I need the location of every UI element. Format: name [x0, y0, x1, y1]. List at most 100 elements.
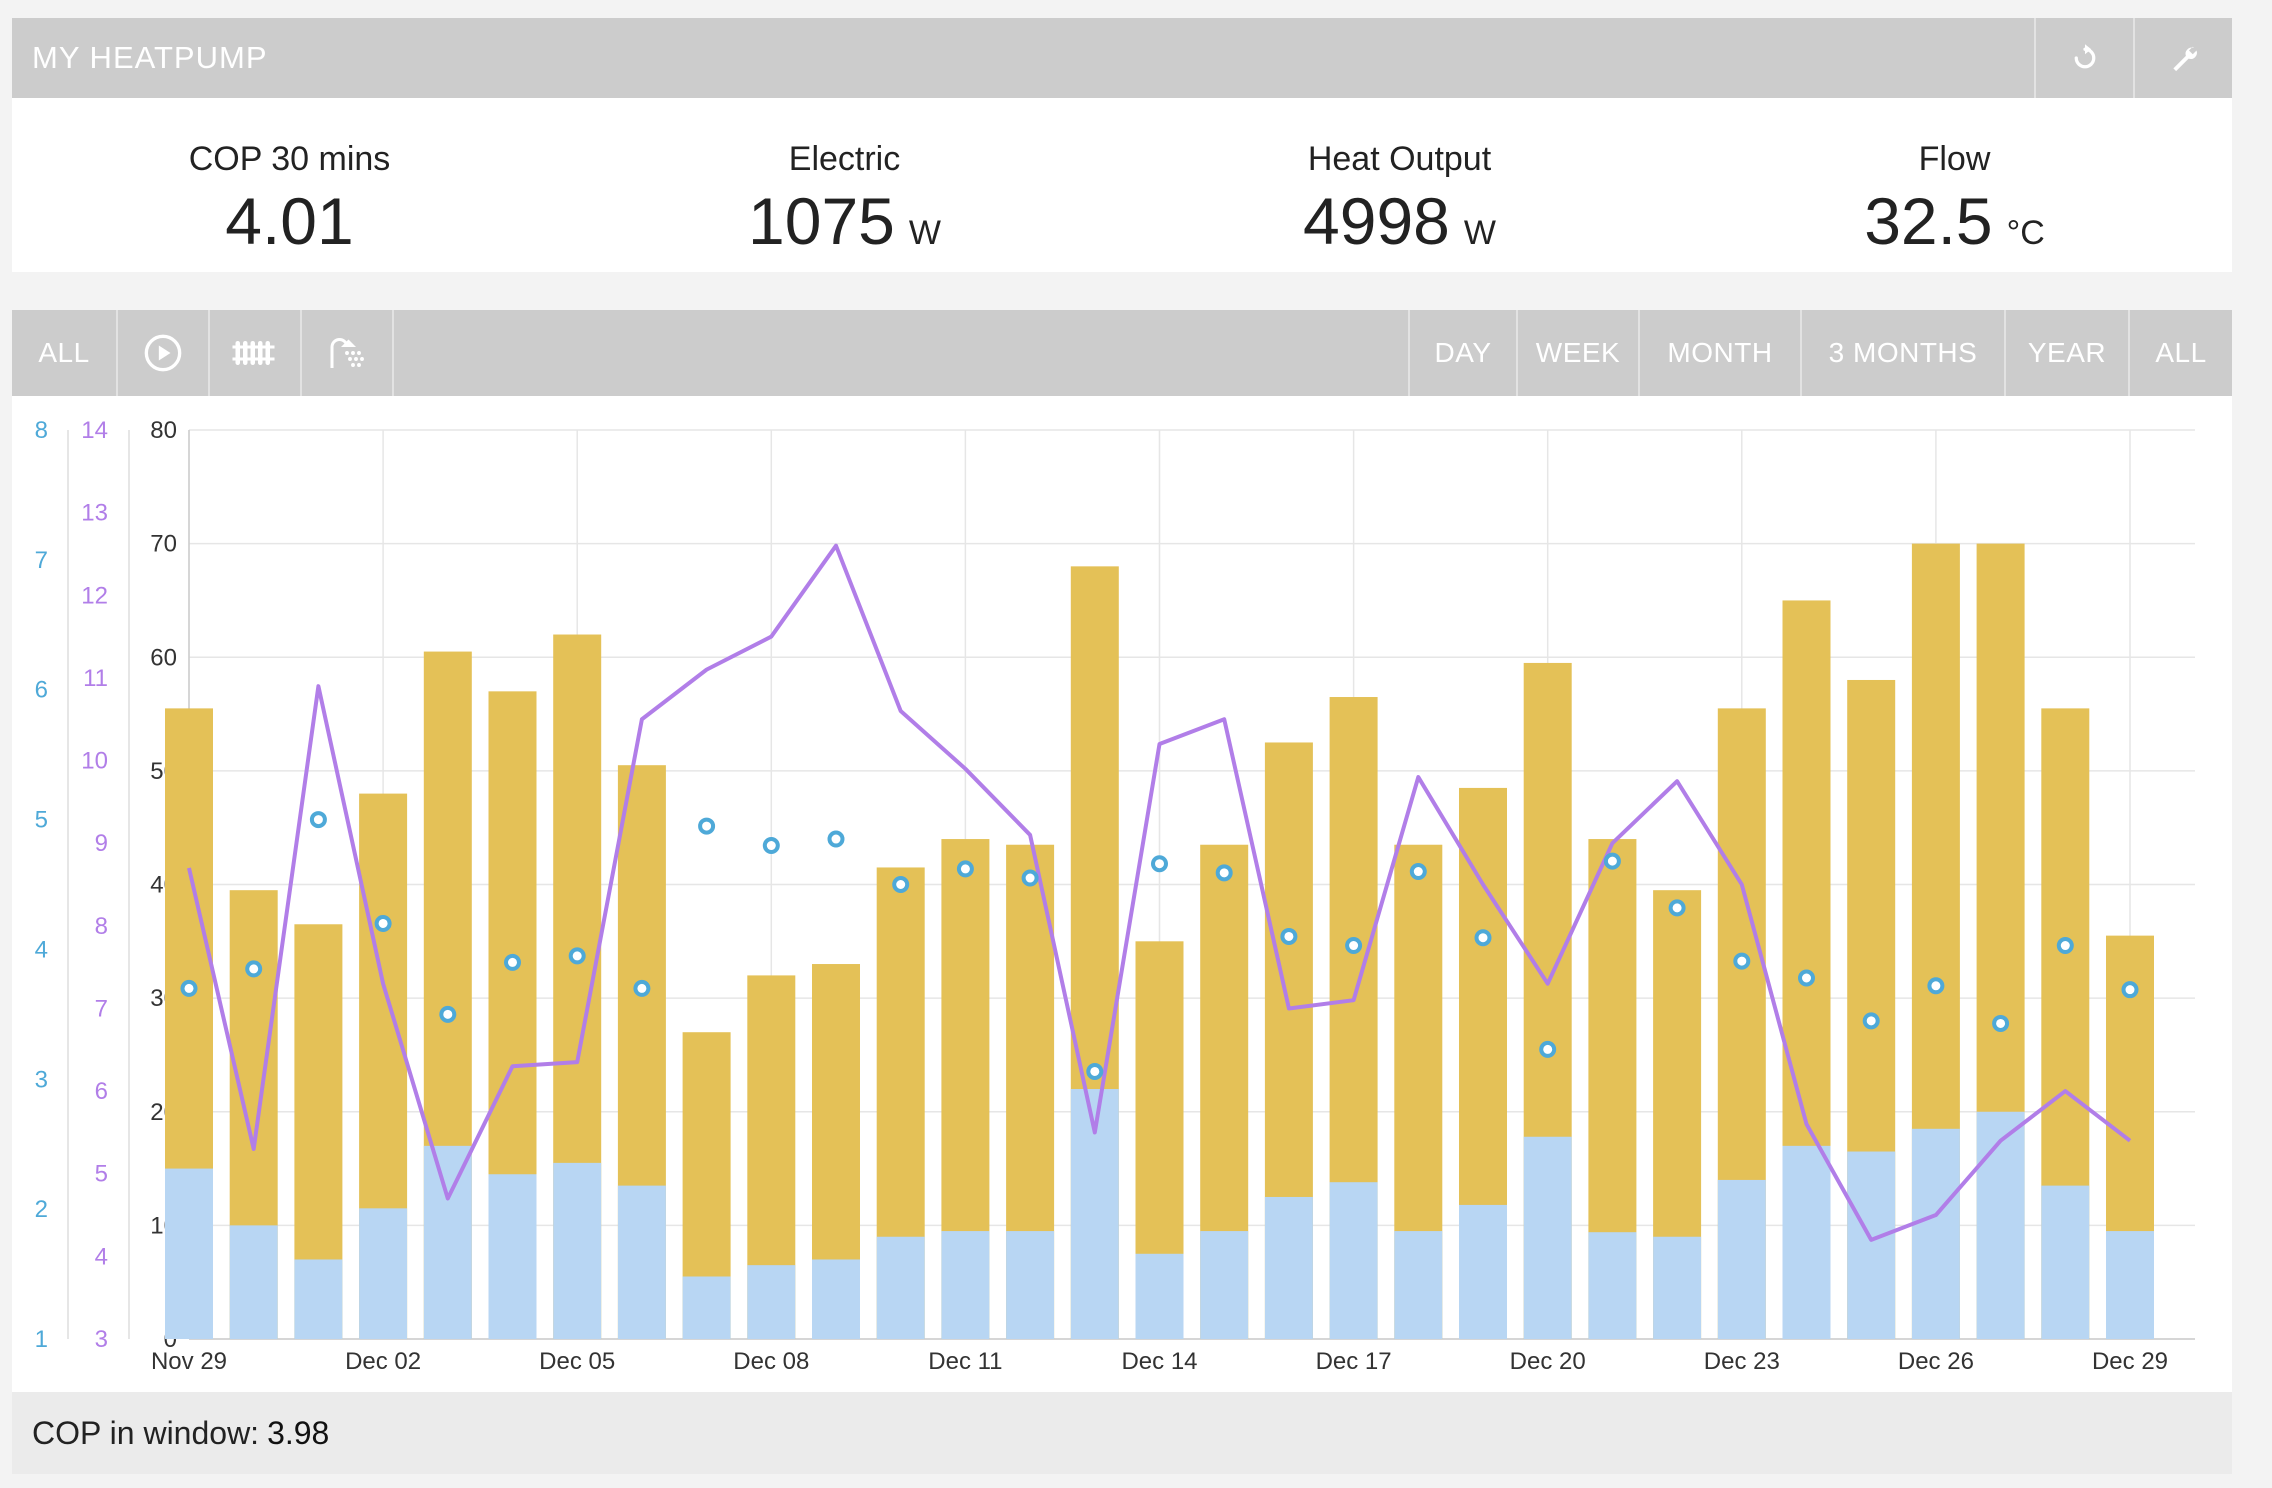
x-tick-label: Dec 05 — [539, 1348, 615, 1375]
bar-electric — [617, 1185, 666, 1339]
stat-value: 1075 W — [748, 184, 941, 258]
y-tick-label-cop: 3 — [35, 1066, 48, 1093]
stat-electric: Electric 1075 W — [567, 98, 1122, 272]
bar-electric — [1782, 1145, 1831, 1339]
bar-electric — [165, 1168, 213, 1339]
bar-electric — [488, 1174, 537, 1339]
point-cop — [504, 953, 521, 971]
y-tick-label-temp: 9 — [95, 830, 108, 857]
bar-electric — [1588, 1232, 1637, 1339]
range-week-button[interactable]: WEEK — [1516, 310, 1638, 396]
bar-electric — [747, 1265, 796, 1339]
range-day-button[interactable]: DAY — [1408, 310, 1516, 396]
bar-electric — [2106, 1231, 2154, 1339]
y-tick-label-cop: 4 — [35, 936, 48, 963]
bar-electric — [1653, 1236, 1702, 1339]
point-cop — [1345, 937, 1363, 955]
bar-electric — [876, 1236, 925, 1339]
y-tick-label-temp: 5 — [95, 1161, 108, 1188]
x-tick-label: Dec 29 — [2092, 1348, 2168, 1375]
point-cop — [1280, 927, 1298, 945]
point-cop — [1474, 929, 1492, 947]
settings-button[interactable] — [2133, 18, 2232, 98]
point-cop — [309, 811, 327, 829]
line-temp — [187, 543, 2132, 1242]
stats-panel: COP 30 mins 4.01 Electric 1075 W Heat Out… — [12, 98, 2232, 272]
x-tick-label: Dec 26 — [1898, 1348, 1974, 1375]
point-cop — [1798, 969, 1815, 987]
point-cop — [2121, 981, 2139, 999]
bar-electric — [229, 1225, 278, 1339]
point-cop — [1927, 977, 1945, 995]
bar-electric — [1459, 1204, 1507, 1339]
y-tick-label-cop: 1 — [35, 1326, 48, 1353]
stat-value: 32.5 °C — [1864, 184, 2045, 258]
stat-unit: W — [908, 214, 941, 252]
range-month-button[interactable]: MONTH — [1638, 310, 1800, 396]
range-all-button[interactable]: ALL — [2128, 310, 2232, 396]
point-cop — [1086, 1062, 1104, 1080]
y-tick-label-main: 80 — [150, 417, 177, 444]
point-cop — [1603, 852, 1621, 870]
bar-electric — [553, 1162, 602, 1339]
y-tick-label-temp: 13 — [81, 500, 108, 527]
bar-electric — [812, 1259, 860, 1339]
y-tick-label-main: 70 — [150, 531, 177, 558]
bar-electric — [294, 1259, 343, 1339]
point-cop — [956, 860, 974, 878]
dashboard: MY HEATPUMP COP 30 mins 4.01 Electric 10… — [12, 18, 2232, 1474]
x-tick-label: Dec 02 — [345, 1348, 421, 1375]
y-tick-label-cop: 2 — [35, 1196, 48, 1223]
refresh-button[interactable] — [2034, 18, 2133, 98]
point-cop — [698, 817, 716, 835]
y-tick-label-cop: 7 — [35, 547, 48, 574]
x-tick-label: Dec 11 — [928, 1348, 1002, 1375]
stat-value: 4998 W — [1303, 184, 1496, 258]
bar-electric — [1523, 1136, 1572, 1339]
bar-electric — [1394, 1231, 1443, 1339]
x-tick-label: Dec 14 — [1121, 1348, 1197, 1375]
y-tick-label-temp: 8 — [95, 913, 108, 940]
filter-space-heating-button[interactable] — [210, 310, 302, 396]
bar-electric — [2041, 1185, 2090, 1339]
filter-running-button[interactable] — [118, 310, 210, 396]
stat-value: 4.01 — [225, 184, 354, 258]
bar-electric — [1717, 1179, 1766, 1339]
bar-electric — [1329, 1182, 1378, 1339]
play-circle-icon — [144, 334, 182, 372]
point-cop — [1409, 863, 1427, 881]
filter-hot-water-button[interactable] — [302, 310, 394, 396]
y-tick-label-main: 60 — [150, 644, 177, 671]
bar-electric — [1976, 1111, 2025, 1339]
range-year-button[interactable]: YEAR — [2004, 310, 2128, 396]
cop-window-value: 3.98 — [267, 1414, 330, 1451]
stat-heat-output: Heat Output 4998 W — [1122, 98, 1677, 272]
stat-flow: Flow 32.5 °C — [1677, 98, 2232, 272]
point-cop — [1992, 1014, 2010, 1032]
bar-electric — [941, 1231, 990, 1339]
point-cop — [1668, 899, 1686, 917]
cop-window-label: COP in window: — [32, 1414, 260, 1451]
point-cop — [245, 960, 263, 978]
y-tick-label-cop: 5 — [35, 807, 48, 834]
point-cop — [762, 837, 780, 855]
point-cop — [439, 1005, 457, 1023]
stat-unit: W — [1463, 214, 1496, 252]
point-cop — [2056, 937, 2074, 955]
x-tick-label: Nov 29 — [151, 1348, 227, 1375]
y-tick-label-cop: 6 — [35, 677, 48, 704]
point-cop — [180, 979, 198, 997]
y-tick-label-temp: 7 — [95, 995, 108, 1022]
filter-all-button[interactable]: ALL — [12, 310, 118, 396]
y-tick-label-temp: 11 — [83, 665, 108, 692]
heatpump-chart: 0102030405060708012345678345678910111213… — [35, 417, 2195, 1375]
point-cop — [1539, 1040, 1557, 1058]
x-tick-label: Dec 08 — [733, 1348, 809, 1375]
bar-electric — [1006, 1231, 1055, 1339]
app-title: MY HEATPUMP — [32, 40, 268, 75]
chart-toolbar: ALL — [12, 310, 2232, 396]
footer-bar: COP in window: 3.98 — [12, 1392, 2232, 1474]
chart-area: 0 10 20 30 40 50 60 70 80 1 2 3 4 5 6 7 8 3 4 5 6 7 8 9 10 11 12 13… — [12, 396, 2232, 1392]
x-tick-label: Dec 23 — [1704, 1348, 1780, 1375]
range-3-months-button[interactable]: 3 MONTHS — [1800, 310, 2004, 396]
